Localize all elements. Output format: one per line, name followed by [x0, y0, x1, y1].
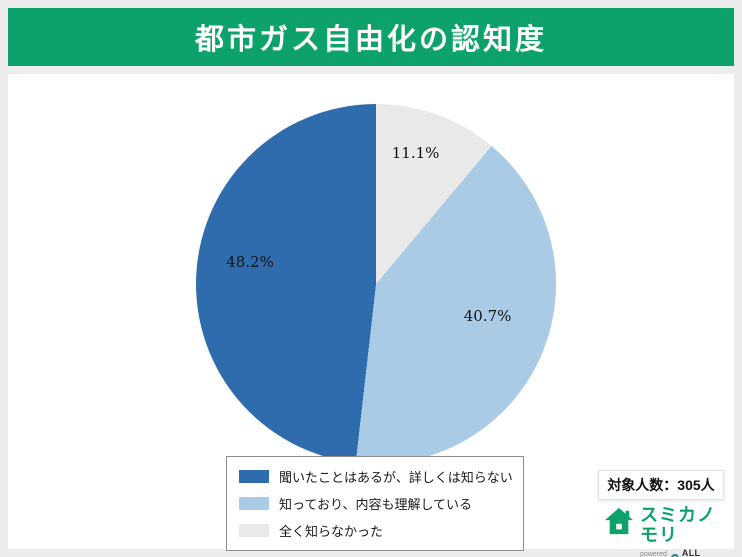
legend-swatch-dark-blue — [239, 470, 269, 483]
legend-item: 知っており、内容も理解している — [239, 494, 511, 513]
pie-value-label-light-blue: 40.7% — [463, 307, 512, 326]
partner-logo-icon — [670, 553, 679, 557]
legend-swatch-gray — [239, 524, 269, 537]
pie-value-label-dark-blue: 48.2% — [226, 253, 274, 272]
legend-label: 全く知らなかった — [279, 525, 384, 540]
brand-logo: スミカノモリ powered by ALL CONNECT — [604, 505, 734, 557]
pie-chart — [196, 104, 556, 464]
chart-card: 48.2% 40.7% 11.1% 聞いたことはあるが、詳しくは知らない 知って… — [8, 74, 734, 557]
pie-value-label-gray: 11.1% — [391, 143, 440, 162]
house-icon — [605, 507, 633, 535]
brand-name: スミカノモリ — [640, 505, 716, 545]
legend-label: 知っており、内容も理解している — [279, 498, 473, 513]
legend-item: 聞いたことはあるが、詳しくは知らない — [239, 467, 513, 486]
pie-chart-area: 48.2% 40.7% 11.1% — [196, 104, 556, 464]
page-title: 都市ガス自由化の認知度 — [194, 24, 547, 56]
sample-size-badge: 対象人数：305人 — [598, 470, 724, 500]
legend-label: 聞いたことはあるが、詳しくは知らない — [279, 471, 513, 486]
title-bar: 都市ガス自由化の認知度 — [8, 8, 734, 66]
powered-by-row: powered by ALL CONNECT — [640, 548, 734, 557]
legend-swatch-light-blue — [239, 497, 269, 510]
partner-name: ALL CONNECT — [681, 547, 701, 557]
legend: 聞いたことはあるが、詳しくは知らない 知っており、内容も理解している 全く知らな… — [226, 456, 524, 551]
powered-by-label: powered by — [640, 550, 667, 557]
sample-size-label: 対象人数：305人 — [607, 477, 715, 493]
brand-text: スミカノモリ powered by ALL CONNECT — [640, 505, 734, 557]
legend-item: 全く知らなかった — [239, 521, 511, 540]
